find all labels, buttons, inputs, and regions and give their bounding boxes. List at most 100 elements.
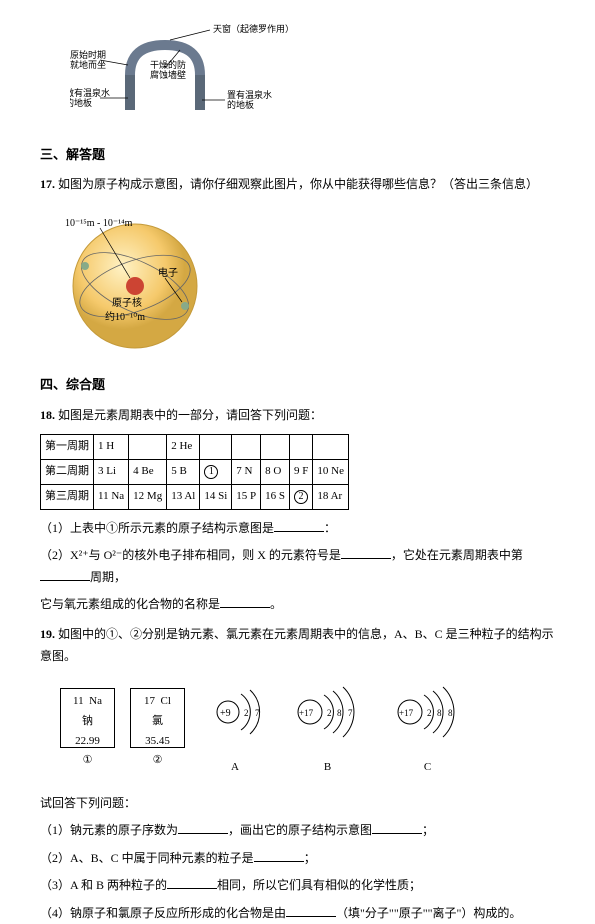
t: ； [422,823,434,837]
svg-text:原始时期: 原始时期 [70,49,106,60]
cell: 3 Li [94,459,129,484]
atom-diagram: 10⁻¹⁵m - 10⁻¹⁴m 电子 原子核 约10⁻¹⁰m [50,206,555,364]
q17: 17. 如图为原子构成示意图，请你仔细观察此图片，你从中能获得哪些信息？（答出三… [40,174,555,196]
na-label: ① [60,751,115,771]
q18-sub2: （2）X²⁺与 O²⁻的核外电子排布相同，则 X 的元素符号是 ，它处在元素周期表… [40,545,555,588]
q18-sub1-pre: （1）上表中①所示元素的原子结构示意图是 [40,521,274,535]
q19-prompt: 试回答下列问题： [40,793,555,815]
circled-1: 1 [204,465,218,479]
t: （填"分子""原子""离子"）构成的。 [336,906,521,920]
cell: 第三周期 [41,484,94,509]
cell: 12 Mg [129,484,167,509]
svg-text:敷有温泉水: 敷有温泉水 [70,87,110,98]
q18-sub1: （1）上表中①所示元素的原子结构示意图是 ： [40,518,555,540]
table-row: 第一周期 1 H 2 He [41,435,349,460]
section3-heading: 三、解答题 [40,143,555,166]
q19-s4: （4）钠原子和氯原子反应所形成的化合物是由（填"分子""原子""离子"）构成的。 [40,903,555,924]
atom-A: +927 A [200,682,270,777]
blank[interactable] [178,820,228,834]
blank[interactable] [274,518,324,532]
svg-text:的地板: 的地板 [227,99,254,110]
q19: 19. 如图中的①、②分别是钠元素、氯元素在元素周期表中的信息，A、B、C 是三… [40,624,555,667]
c-center: +17 [399,708,414,718]
cell: 15 P [232,484,261,509]
svg-text:7: 7 [348,708,353,718]
cell [261,435,290,460]
blank[interactable] [254,848,304,862]
q17-text: 如图为原子构成示意图，请你仔细观察此图片，你从中能获得哪些信息？（答出三条信息） [58,177,538,191]
card-cl: 17 Cl 氯 35.45 [130,688,185,748]
cl-mass: 35.45 [145,732,170,752]
svg-text:8: 8 [448,708,453,718]
blank[interactable] [372,820,422,834]
cell [232,435,261,460]
t: ，画出它的原子结构示意图 [228,823,372,837]
cell: 11 Na [94,484,129,509]
cell: 2 [290,484,313,509]
blank[interactable] [40,567,90,581]
svg-text:的地板: 的地板 [70,97,92,108]
cell: 4 Be [129,459,167,484]
card-na: 11 Na 钠 22.99 [60,688,115,748]
q18-num: 18. [40,408,55,422]
cell: 第一周期 [41,435,94,460]
cell: 16 S [261,484,290,509]
cell: 2 He [167,435,200,460]
t: （3）A 和 B 两种粒子的 [40,878,167,892]
nucleus-label: 原子核 [112,296,142,309]
card-cl-wrap: 17 Cl 氯 35.45 ② [130,688,185,771]
cell: 1 [200,459,232,484]
atom-B: +17 287 B [285,682,370,777]
cell: 7 N [232,459,261,484]
atom-svg: 10⁻¹⁵m - 10⁻¹⁴m 电子 原子核 约10⁻¹⁰m [50,206,220,356]
q18-sub1-post: ： [324,521,336,535]
blank[interactable] [286,903,336,917]
arch-top-label: 天窗（起德罗作用） [213,23,294,34]
a-center: +9 [220,708,231,719]
svg-text:2: 2 [427,708,432,718]
q19-s2: （2）A、B、C 中属于同种元素的粒子是 ； [40,848,555,870]
atom-C: +17288 C [385,682,470,777]
q17-num: 17. [40,177,55,191]
cl-name: 氯 [152,712,163,732]
t: 它与氧元素组成的化合物的名称是 [40,597,220,611]
cell [200,435,232,460]
blank[interactable] [220,594,270,608]
svg-text:8: 8 [337,708,342,718]
q19-text: 如图中的①、②分别是钠元素、氯元素在元素周期表中的信息，A、B、C 是三种粒子的… [40,627,554,663]
b-label: B [285,758,370,778]
periodic-table: 第一周期 1 H 2 He 第二周期 3 Li 4 Be 5 B 1 7 N 8… [40,434,349,509]
b-center: +17 [299,708,314,718]
cell [129,435,167,460]
blank[interactable] [341,545,391,559]
cell: 1 H [94,435,129,460]
cell: 10 Ne [313,459,349,484]
radius-label-1: 10⁻¹⁵m - 10⁻¹⁴m [65,218,133,229]
arch-diagram: 天窗（起德罗作用） 原始时期 就地而坐 敷有温泉水 的地板 干燥的防 腐蚀墙壁 … [70,20,555,128]
t: 相同，所以它们具有相似的化学性质； [217,878,421,892]
c-label: C [385,758,470,778]
cell: 14 Si [200,484,232,509]
t: （2）A、B、C 中属于同种元素的粒子是 [40,851,254,865]
a-label: A [200,758,270,778]
q18-sub2b: 它与氧元素组成的化合物的名称是。 [40,594,555,616]
cell: 8 O [261,459,290,484]
svg-text:2: 2 [327,708,332,718]
na-sym: Na [89,695,102,707]
circled-2: 2 [294,490,308,504]
electron-label: 电子 [158,266,178,279]
cell: 9 F [290,459,313,484]
q18-text: 如图是元素周期表中的一部分，请回答下列问题： [58,408,322,422]
svg-text:7: 7 [255,708,260,718]
q18: 18. 如图是元素周期表中的一部分，请回答下列问题： [40,405,555,427]
t: （2）X²⁺与 O²⁻的核外电子排布相同，则 X 的元素符号是 [40,548,341,562]
cell [290,435,313,460]
t: ，它处在元素周期表中第 [391,548,523,562]
t: ； [304,851,316,865]
na-mass: 22.99 [75,732,100,752]
q19-s3: （3）A 和 B 两种粒子的 相同，所以它们具有相似的化学性质； [40,875,555,897]
section4-heading: 四、综合题 [40,373,555,396]
cl-label: ② [130,751,185,771]
cell [313,435,349,460]
blank[interactable] [167,875,217,889]
